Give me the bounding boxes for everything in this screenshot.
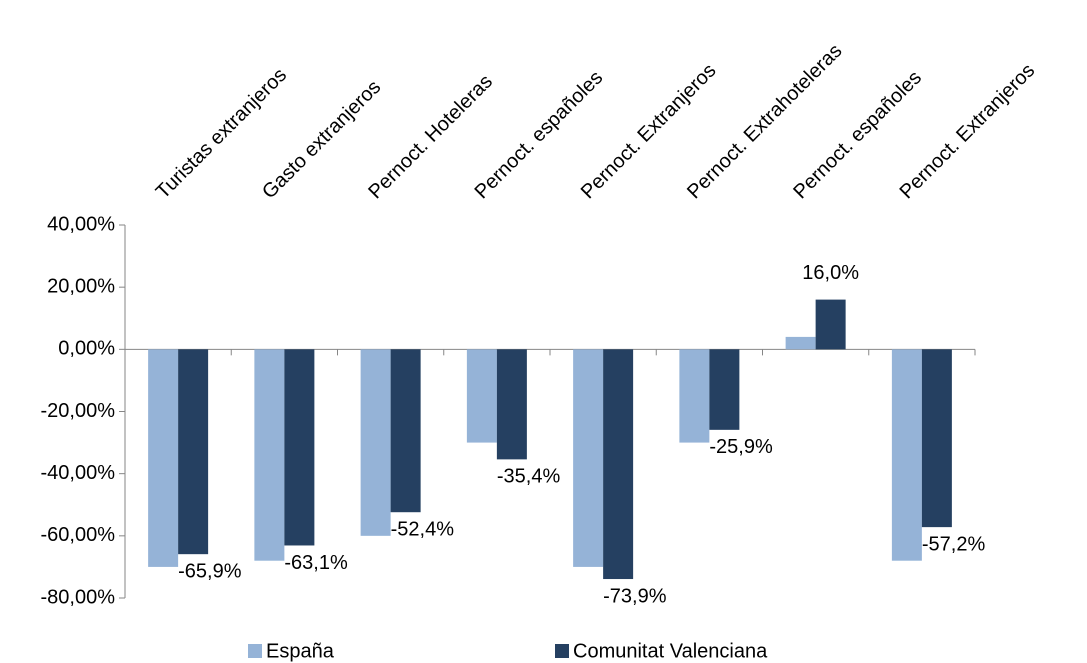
legend-swatch (555, 644, 569, 658)
bar (679, 349, 710, 443)
legend-label: España (266, 640, 335, 662)
data-label: -35,4% (497, 466, 561, 488)
bar (891, 349, 922, 561)
data-label: -63,1% (284, 552, 348, 574)
bar (284, 349, 315, 546)
y-tick-label: -60,00% (41, 524, 116, 546)
data-label: -25,9% (709, 436, 773, 458)
y-tick-label: 20,00% (47, 275, 115, 297)
y-tick-label: -20,00% (41, 400, 116, 422)
data-label: -57,2% (922, 533, 986, 555)
legend-label: Comunitat Valenciana (573, 640, 768, 662)
x-tick-label: Gasto extranjeros (258, 76, 385, 203)
bar (603, 349, 634, 580)
legend-swatch (248, 644, 262, 658)
bar (709, 349, 740, 430)
bar (815, 299, 846, 350)
bar (921, 349, 952, 528)
bar (496, 349, 527, 460)
y-tick-label: 0,00% (58, 338, 115, 360)
bar (254, 349, 285, 561)
bar (785, 336, 816, 350)
y-tick-label: -40,00% (41, 462, 116, 484)
bar (178, 349, 209, 555)
bar (466, 349, 497, 443)
data-label: -65,9% (178, 560, 242, 582)
data-label: -73,9% (603, 585, 667, 607)
bar (148, 349, 179, 567)
bar (360, 349, 391, 536)
bar (573, 349, 604, 567)
y-tick-label: -80,00% (41, 586, 116, 608)
data-label: 16,0% (802, 262, 859, 284)
y-tick-label: 40,00% (47, 213, 115, 235)
data-label: -52,4% (391, 518, 455, 540)
bar (390, 349, 421, 513)
